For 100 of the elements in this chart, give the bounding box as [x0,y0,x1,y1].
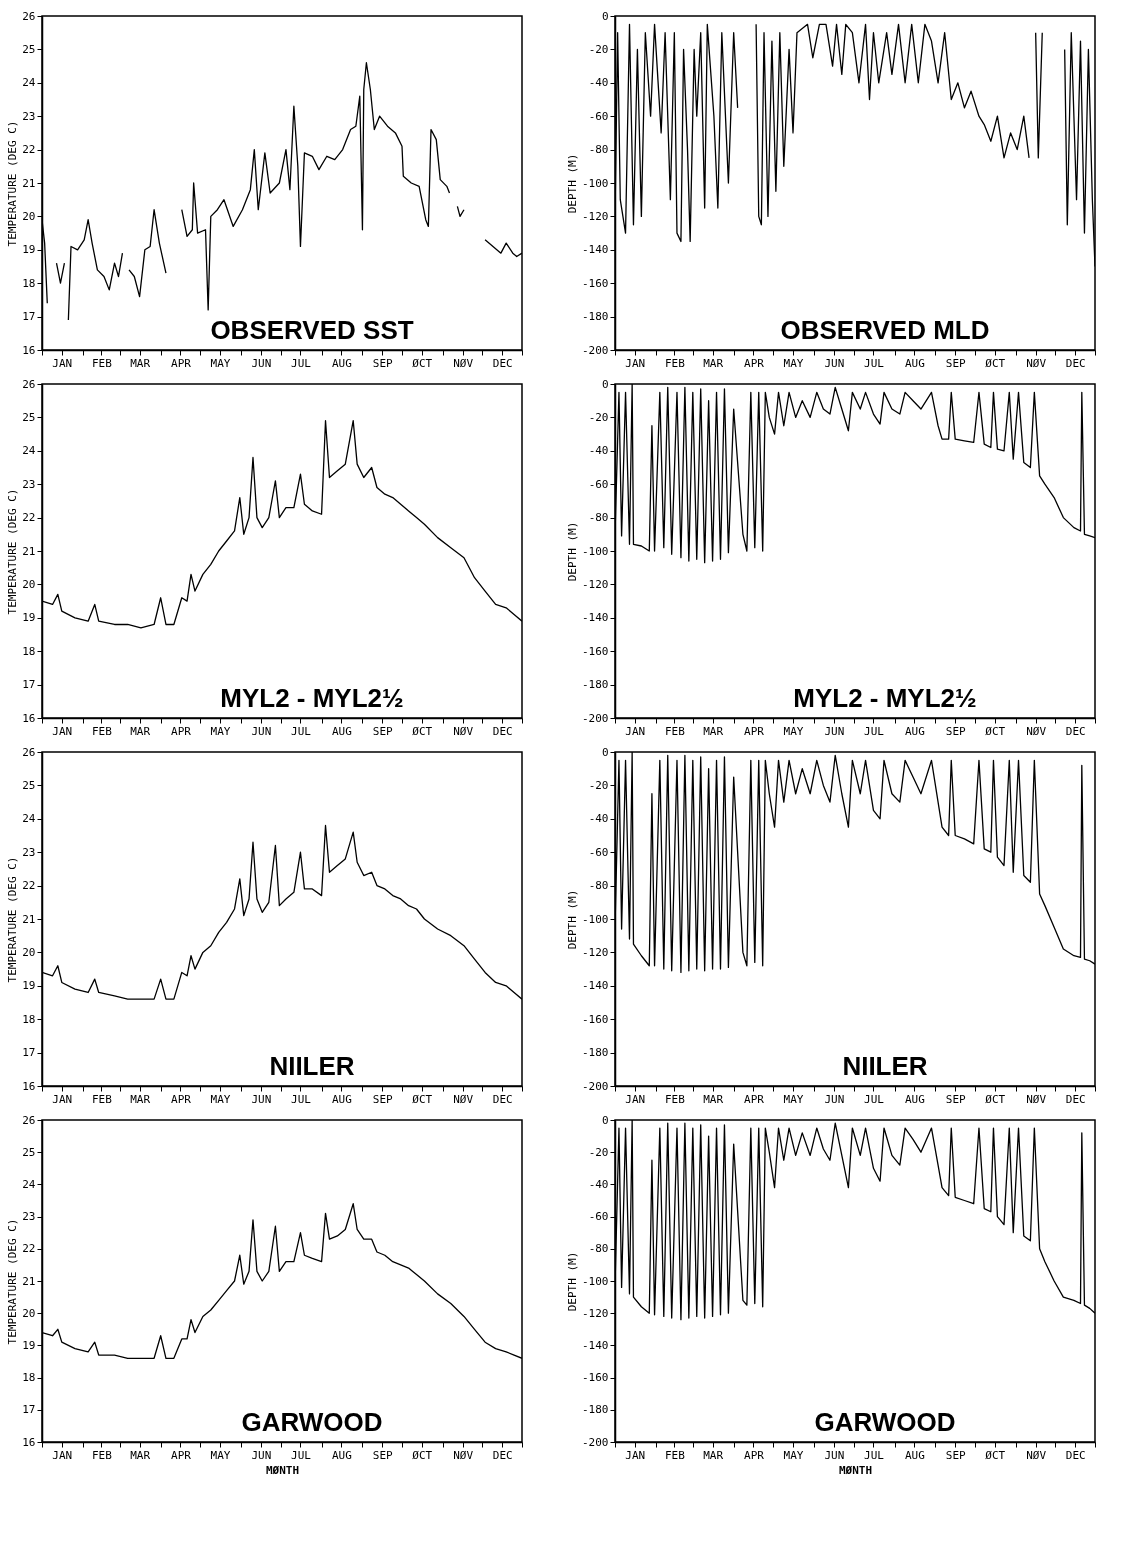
x-tick-label: FEB [664,724,686,738]
x-tick-label: APR [171,1092,192,1106]
x-tick-label: NØV [1026,356,1047,370]
x-tick-label: SEP [945,1448,967,1462]
x-tick-label: MAR [703,1092,724,1106]
y-tick-label: 16 [22,1079,36,1093]
x-tick-label: AUG [331,724,352,738]
x-tick-label: FEB [91,356,113,370]
y-tick-label: 17 [22,1403,36,1417]
y-tick-label: -140 [582,979,609,993]
x-tick-label: NØV [453,1448,474,1462]
x-tick-label: MAY [210,1448,231,1462]
y-tick-label: 25 [22,42,36,56]
y-axis-title: TEMPERATURE (DEG C) [6,856,20,983]
x-tick-label: APR [744,1448,765,1462]
x-axis-title: MØNTH [838,1463,873,1477]
x-tick-label: NØV [1026,724,1047,738]
y-tick-label: 22 [22,143,36,157]
y-tick-label: 17 [22,310,36,324]
y-tick-label: 25 [22,778,36,792]
x-tick-label: ØCT [985,356,1006,370]
x-tick-label: JUL [864,356,885,370]
x-tick-label: JUL [864,1092,885,1106]
x-tick-label: JAN [52,1092,73,1106]
x-tick-label: ØCT [412,1092,433,1106]
x-tick-label: SEP [372,356,394,370]
y-axis-title: DEPTH (M) [566,521,580,582]
text: OBSERVED MLD [780,315,990,345]
y-tick-label: -200 [582,343,609,357]
x-tick-label: MAY [783,1448,804,1462]
text: OBSERVED SST [210,315,414,345]
y-tick-label: -200 [582,1079,609,1093]
x-tick-label: FEB [91,724,113,738]
y-tick-label: 17 [22,678,36,692]
x-tick-label: AUG [331,1448,352,1462]
y-tick-label: 19 [22,611,36,625]
y-tick-label: 22 [22,511,36,525]
y-tick-label: 20 [22,1306,36,1320]
y-tick-label: -80 [588,879,609,893]
y-tick-label: 25 [22,410,36,424]
y-tick-label: -100 [582,1274,609,1288]
y-tick-label: -120 [582,209,609,223]
y-tick-label: -160 [582,1371,609,1385]
y-tick-label: -20 [588,1145,609,1159]
x-tick-label: MAY [210,724,231,738]
y-tick-label: -120 [582,1306,609,1320]
y-tick-label: -200 [582,711,609,725]
x-tick-label: FEB [91,1092,113,1106]
y-tick-label: 26 [22,745,36,759]
y-tick-label: 19 [22,1338,36,1352]
y-tick-label: -80 [588,143,609,157]
y-tick-label: 24 [22,76,36,90]
x-tick-label: NØV [453,724,474,738]
x-tick-label: APR [744,1092,765,1106]
y-tick-label: -100 [582,544,609,558]
x-tick-label: SEP [372,1448,394,1462]
y-tick-label: 25 [22,1145,36,1159]
y-tick-label: -200 [582,1435,609,1449]
y-axis-title: DEPTH (M) [566,1251,580,1312]
x-tick-label: FEB [664,1448,686,1462]
x-tick-label: MAR [703,356,724,370]
y-tick-label: 23 [22,845,36,859]
y-tick-label: -40 [588,1177,609,1191]
y-tick-label: 18 [22,644,36,658]
x-tick-label: MAR [703,724,724,738]
y-tick-label: -180 [582,678,609,692]
y-tick-label: -180 [582,1403,609,1417]
x-tick-label: ØCT [412,356,433,370]
x-tick-label: AUG [904,724,925,738]
x-tick-label: ØCT [985,1448,1006,1462]
y-tick-label: 20 [22,577,36,591]
x-tick-label: MAR [130,1448,151,1462]
x-tick-label: AUG [904,1448,925,1462]
y-tick-label: -100 [582,176,609,190]
x-tick-label: ØCT [412,1448,433,1462]
x-tick-label: JUN [251,1448,272,1462]
y-tick-label: -60 [588,109,609,123]
y-tick-label: 26 [22,9,36,23]
x-tick-label: MAY [783,724,804,738]
text: NIILER [842,1051,928,1081]
x-tick-label: JUL [291,724,312,738]
y-tick-label: 19 [22,979,36,993]
x-tick-label: JUN [251,1092,272,1106]
x-tick-label: JUL [864,1448,885,1462]
y-tick-label: -40 [588,444,609,458]
y-axis-title: DEPTH (M) [566,889,580,950]
y-tick-label: -60 [588,845,609,859]
x-tick-label: NØV [453,1092,474,1106]
x-tick-label: JAN [52,356,73,370]
y-tick-label: 0 [601,1113,609,1127]
x-tick-label: JUN [824,356,845,370]
x-tick-label: APR [171,724,192,738]
y-tick-label: 24 [22,444,36,458]
y-tick-label: -140 [582,243,609,257]
y-tick-label: 16 [22,343,36,357]
y-tick-label: 18 [22,1012,36,1026]
x-tick-label: DEC [492,1092,513,1106]
x-tick-label: FEB [91,1448,113,1462]
y-tick-label: 21 [22,1274,36,1288]
y-tick-label: 17 [22,1046,36,1060]
